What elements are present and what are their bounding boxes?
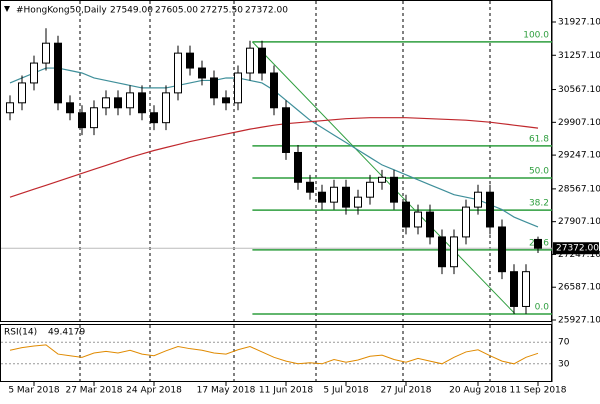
- rsi-title: RSI(14): [4, 328, 37, 338]
- x-tick-label: 24 Apr 2018: [126, 386, 182, 396]
- fib-label: 38.2: [529, 199, 549, 209]
- candle-body: [66, 102, 74, 114]
- candle-body: [474, 191, 482, 208]
- candle-body: [162, 92, 170, 124]
- rsi-line: [9, 344, 539, 365]
- price-pane: [0, 0, 552, 322]
- fib-label: 50.0: [529, 167, 549, 177]
- y-tick-label: 29247.10: [558, 151, 600, 161]
- candle-body: [198, 67, 206, 79]
- rsi-value: 49.4179: [48, 328, 85, 338]
- candle-body: [306, 181, 314, 193]
- candle-body: [54, 42, 62, 104]
- ohlc-label: 27275.50: [200, 6, 243, 16]
- moving-average: [9, 117, 539, 198]
- x-tick-label: 11 Sep 2018: [509, 386, 566, 396]
- y-tick-label: 31927.10: [558, 17, 600, 27]
- x-tick-label: 5 Mar 2018: [8, 386, 60, 396]
- candle-body: [126, 92, 134, 109]
- candle-body: [90, 107, 98, 129]
- candle-body: [534, 238, 542, 249]
- ohlc-label: 27605.00: [155, 6, 198, 16]
- candle-body: [522, 271, 530, 307]
- y-tick-label: 28567.10: [558, 184, 600, 194]
- candle-body: [342, 186, 350, 208]
- x-tick-label: 5 Jul 2018: [323, 386, 368, 396]
- rsi-tick-label: 70: [558, 338, 570, 348]
- candle-body: [42, 42, 50, 64]
- candle-body: [114, 97, 122, 109]
- candle-body: [378, 176, 386, 183]
- fib-label: 61.8: [529, 134, 549, 144]
- ohlc-label: 27549.00: [110, 6, 153, 16]
- y-tick-label: 30567.10: [558, 85, 600, 95]
- candle-body: [486, 191, 494, 228]
- y-tick-label: 31257.10: [558, 51, 600, 61]
- candle-body: [138, 92, 146, 114]
- candle-body: [390, 176, 398, 203]
- candle-body: [30, 62, 38, 84]
- x-tick-label: 11 Jun 2018: [259, 386, 313, 396]
- x-tick-label: 27 Jul 2018: [381, 386, 432, 396]
- x-tick-label: 17 May 2018: [197, 386, 256, 396]
- candle-body: [270, 72, 278, 109]
- candle-body: [186, 52, 194, 69]
- fib-label: 0.0: [535, 303, 550, 313]
- rsi-tick-label: 30: [558, 359, 570, 369]
- candle-body: [366, 181, 374, 198]
- candle-body: [498, 226, 506, 273]
- y-tick-label: 27907.10: [558, 217, 600, 227]
- candle-body: [318, 191, 326, 203]
- candle-body: [258, 47, 266, 74]
- candle-body: [402, 201, 410, 228]
- candle-body: [462, 206, 470, 238]
- chart-title: #HongKong50,Daily: [16, 6, 107, 16]
- candle-body: [78, 112, 86, 129]
- candle-body: [294, 151, 302, 183]
- candle-body: [174, 52, 182, 94]
- y-tick-label: 27247.10: [558, 250, 600, 260]
- y-tick-label: 26587.10: [558, 283, 600, 293]
- fib-label: 100.0: [523, 30, 549, 40]
- y-tick-label: 29907.10: [558, 118, 600, 128]
- candle-body: [234, 72, 242, 104]
- rsi-pane: [0, 324, 552, 382]
- candle-body: [426, 211, 434, 238]
- header-icon: [4, 6, 10, 12]
- candle-body: [450, 236, 458, 268]
- candle-body: [210, 77, 218, 99]
- x-tick-label: 20 Aug 2018: [449, 386, 507, 396]
- y-tick-label: 25927.10: [558, 316, 600, 326]
- candle-body: [354, 196, 362, 208]
- candle-body: [150, 112, 158, 124]
- candle-body: [282, 107, 290, 153]
- candle-body: [222, 97, 230, 104]
- candle-body: [438, 236, 446, 268]
- last-price-label: 27372.00: [556, 244, 599, 254]
- candle-body: [18, 82, 26, 104]
- candle-body: [6, 102, 14, 114]
- last-price-box: [553, 242, 599, 255]
- x-tick-label: 27 Mar 2018: [65, 386, 122, 396]
- candle-body: [246, 47, 254, 74]
- candle-body: [330, 186, 338, 203]
- ohlc-label: 27372.00: [245, 6, 288, 16]
- candle-body: [510, 271, 518, 307]
- candle-body: [414, 211, 422, 228]
- candle-body: [102, 97, 110, 109]
